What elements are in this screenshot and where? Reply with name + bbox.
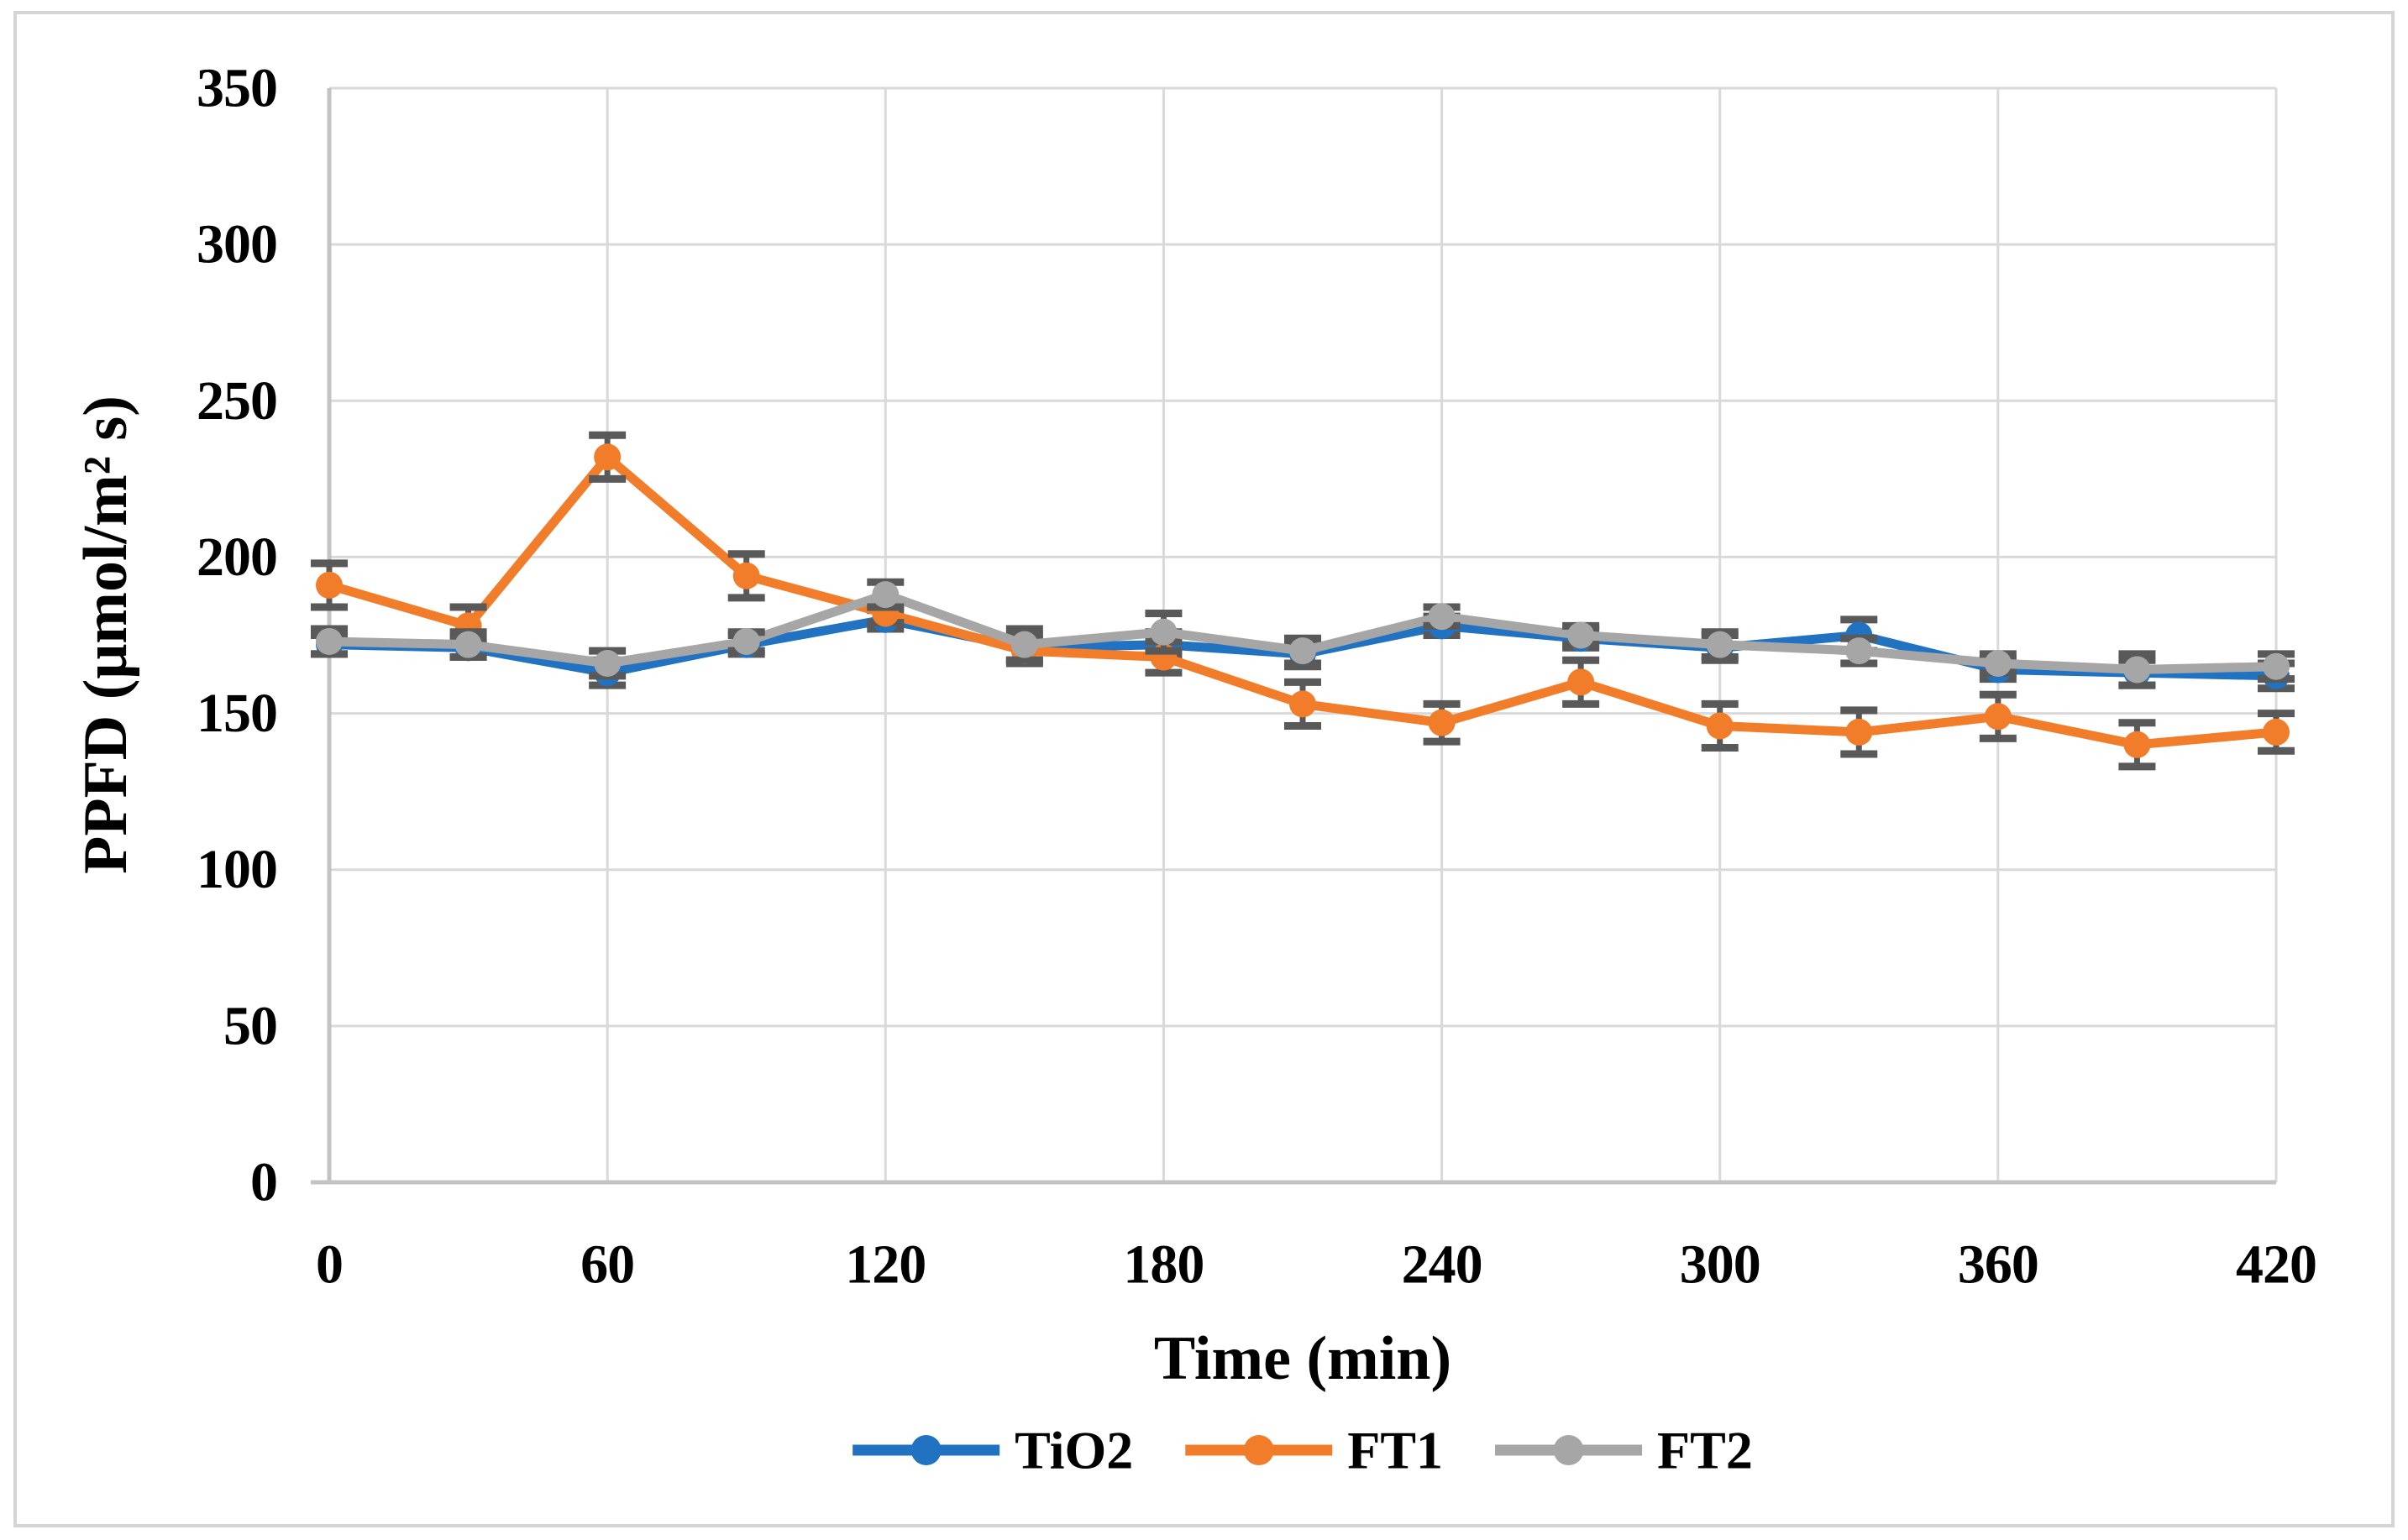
x-axis-title: Time (min) xyxy=(1154,1324,1451,1393)
data-point-marker xyxy=(872,581,900,609)
y-tick-label: 0 xyxy=(250,1152,277,1213)
data-point-marker xyxy=(1845,637,1873,665)
data-point-marker xyxy=(594,443,622,471)
y-tick-label: 50 xyxy=(223,995,277,1056)
legend-marker xyxy=(1243,1435,1274,1465)
data-point-marker xyxy=(2123,656,2151,684)
x-tick-label: 240 xyxy=(1402,1234,1482,1296)
series-layer xyxy=(311,431,2295,771)
data-point-marker xyxy=(732,627,760,655)
data-point-marker xyxy=(1428,709,1456,736)
figure-border xyxy=(13,11,2395,1527)
data-point-marker xyxy=(316,571,343,599)
data-point-marker xyxy=(2263,652,2290,680)
series-ft2 xyxy=(311,578,2295,689)
data-point-marker xyxy=(316,627,343,655)
x-tick-label: 60 xyxy=(580,1234,634,1296)
data-point-marker xyxy=(1984,703,2012,731)
y-tick-label: 150 xyxy=(197,683,277,744)
y-tick-label: 300 xyxy=(197,214,277,275)
y-tick-label: 200 xyxy=(197,526,277,588)
legend-item-ft1: FT1 xyxy=(1185,1421,1443,1480)
legend-item-ft2: FT2 xyxy=(1495,1421,1753,1480)
legend-marker xyxy=(910,1435,942,1465)
x-tick-label: 0 xyxy=(316,1234,343,1296)
y-tick-label: 350 xyxy=(197,58,277,119)
legend-label: FT1 xyxy=(1347,1421,1443,1480)
legend-label: FT2 xyxy=(1657,1421,1753,1480)
x-tick-label: 420 xyxy=(2236,1234,2316,1296)
data-point-marker xyxy=(1706,712,1734,740)
x-tick-label: 360 xyxy=(1958,1234,2038,1296)
y-tick-label: 250 xyxy=(197,370,277,432)
data-point-marker xyxy=(1706,631,1734,658)
data-point-marker xyxy=(1289,690,1316,718)
data-point-marker xyxy=(594,650,622,678)
data-point-marker xyxy=(1150,618,1178,646)
legend-marker xyxy=(1553,1435,1584,1465)
data-point-marker xyxy=(2123,731,2151,758)
legend-item-tio2: TiO2 xyxy=(853,1421,1133,1480)
data-point-marker xyxy=(1567,668,1595,696)
data-point-marker xyxy=(1010,631,1038,658)
y-tick-label: 100 xyxy=(197,839,277,900)
tick-labels: 0 50 100 150 200 250 300 350 0 60 120 180 240 300 360 4… xyxy=(197,58,2317,1296)
data-point-marker xyxy=(1845,718,1873,746)
data-point-marker xyxy=(1984,650,2012,678)
data-point-marker xyxy=(1428,603,1456,631)
x-tick-label: 120 xyxy=(845,1234,926,1296)
legend-label: TiO2 xyxy=(1015,1421,1133,1480)
data-point-marker xyxy=(1567,621,1595,649)
x-tick-label: 180 xyxy=(1123,1234,1204,1296)
legend: TiO2 FT1 FT2 xyxy=(853,1421,1753,1480)
data-point-marker xyxy=(454,631,482,658)
data-point-marker xyxy=(732,562,760,589)
data-point-marker xyxy=(1289,637,1316,665)
y-axis-title: PPFD (μmol/m² s) xyxy=(71,395,140,874)
x-tick-label: 300 xyxy=(1680,1234,1760,1296)
data-point-marker xyxy=(2263,718,2290,746)
